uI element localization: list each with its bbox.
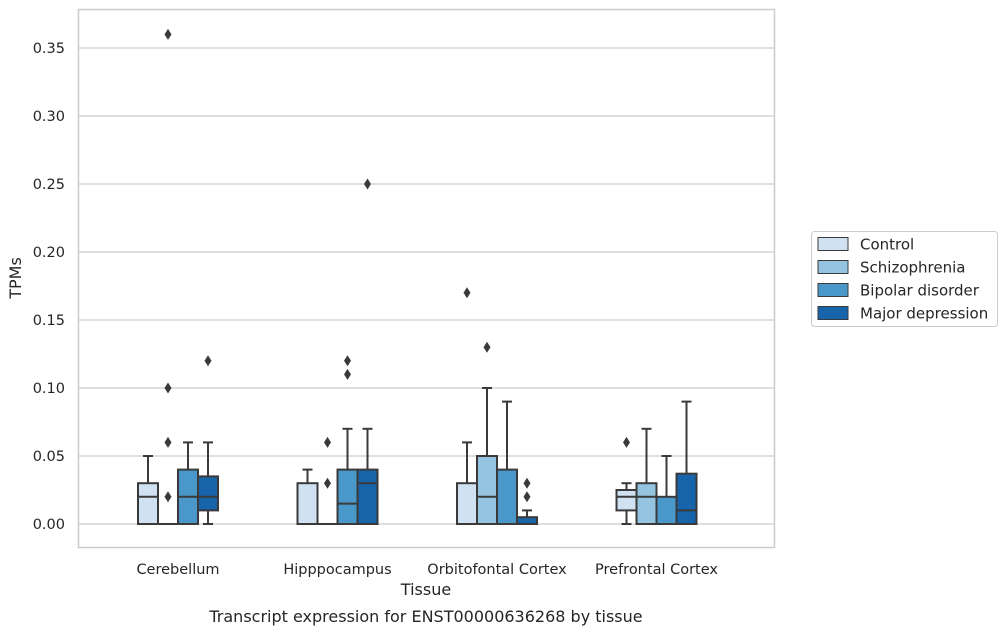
outlier-point: [324, 477, 331, 489]
plot-frame: [77, 8, 776, 549]
box-schizophrenia: [158, 28, 178, 525]
box-body: [615, 489, 638, 512]
box-major-depression: [516, 477, 538, 526]
box-major-depression: [356, 178, 379, 526]
outlier-point: [523, 491, 531, 503]
y-tick-label: 0.35: [33, 41, 65, 57]
outlier-point: [344, 355, 351, 367]
box-control: [296, 468, 319, 526]
legend: Control Schizophrenia Bipolar disorder Majo…: [811, 231, 998, 327]
legend-swatch: [817, 237, 849, 251]
x-axis-label: Tissue: [400, 580, 451, 599]
box-schizophrenia: [317, 436, 338, 525]
box-control: [615, 436, 638, 525]
box-body: [137, 482, 159, 526]
box-body: [356, 468, 379, 526]
x-tick-label: Orbitofontal Cortex: [427, 562, 567, 578]
y-tick-label: 0.20: [33, 245, 65, 261]
outlier-point: [483, 341, 491, 353]
y-tick-label: 0.15: [33, 313, 65, 329]
box-body: [456, 482, 478, 526]
legend-label: Major depression: [860, 305, 988, 323]
box-body: [496, 468, 518, 526]
y-tick-label: 0.00: [33, 517, 65, 533]
outlier-point: [164, 491, 172, 503]
box-bipolar-disorder: [177, 441, 199, 526]
x-tick-label: Hipppocampus: [283, 562, 391, 578]
box-schizophrenia: [635, 427, 658, 526]
y-tick-label: 0.10: [33, 381, 65, 397]
legend-swatch: [817, 306, 849, 320]
outlier-point: [523, 477, 531, 489]
outlier-point: [364, 178, 371, 190]
outlier-point: [623, 436, 630, 448]
legend-frame: [811, 231, 998, 327]
x-tick-labels: Cerebellum Hipppocampus Orbitofontal Corte…: [136, 562, 718, 578]
box-body: [675, 472, 698, 525]
plot-boxes: [137, 28, 698, 526]
legend-label: Schizophrenia: [860, 259, 965, 277]
outlier-point: [344, 368, 351, 380]
x-tick-label: Cerebellum: [136, 562, 219, 578]
box-body: [516, 516, 538, 526]
box-body: [476, 455, 498, 525]
legend-label: Control: [860, 236, 914, 254]
box-body: [336, 468, 359, 526]
box-body: [635, 482, 658, 526]
box-control: [456, 287, 478, 526]
legend-label: Bipolar disorder: [860, 282, 980, 300]
box-major-depression: [197, 355, 219, 525]
box-body: [296, 482, 319, 526]
outlier-point: [204, 355, 212, 367]
legend-swatch: [817, 283, 849, 297]
y-tick-label: 0.05: [33, 449, 65, 465]
box-control: [137, 455, 159, 526]
box-body: [197, 475, 219, 512]
y-tick-label: 0.25: [33, 177, 65, 193]
figure-caption: Transcript expression for ENST0000063626…: [208, 607, 642, 626]
outlier-point: [164, 436, 172, 448]
box-major-depression: [675, 400, 698, 525]
gridlines: [79, 47, 774, 525]
box-bipolar-disorder: [496, 400, 518, 526]
box-schizophrenia: [476, 341, 498, 525]
legend-swatch: [817, 260, 849, 274]
outlier-point: [164, 28, 172, 40]
outlier-point: [324, 436, 331, 448]
x-tick-label: Prefrontal Cortex: [595, 562, 718, 578]
box-bipolar-disorder: [655, 455, 678, 525]
y-axis-label: TPMs: [6, 257, 25, 300]
box-body: [655, 495, 678, 525]
y-tick-label: 0.30: [33, 109, 65, 125]
y-tick-labels: 0.00 0.05 0.10 0.15 0.20 0.25 0.30 0.35: [33, 41, 65, 533]
outlier-point: [463, 287, 471, 299]
box-bipolar-disorder: [336, 355, 359, 526]
outlier-point: [164, 382, 172, 394]
